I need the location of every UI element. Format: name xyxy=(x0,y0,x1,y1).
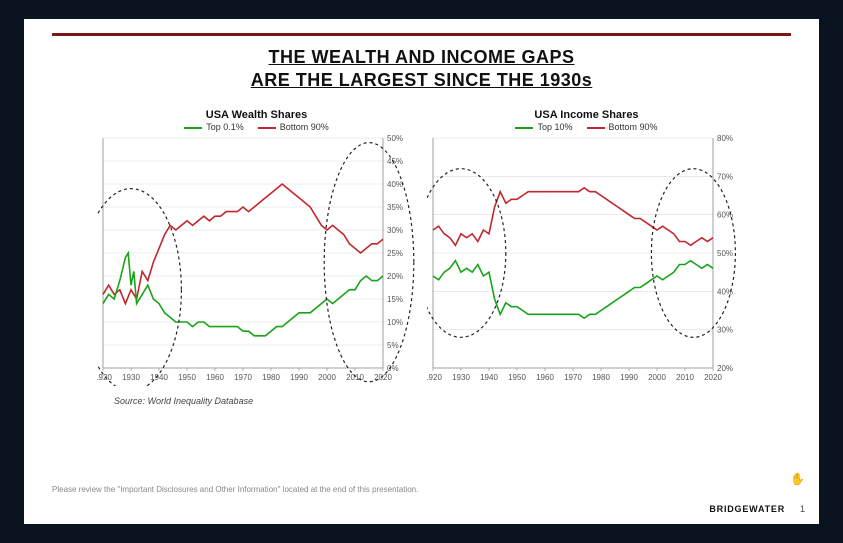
left-chart: USA Wealth Shares Top 0.1% Bottom 90% 0%… xyxy=(97,109,417,386)
legend-item: Bottom 90% xyxy=(258,122,329,132)
svg-text:20%: 20% xyxy=(387,272,403,281)
svg-text:40%: 40% xyxy=(387,180,403,189)
source-text: Source: World Inequality Database xyxy=(114,396,791,406)
legend-swatch xyxy=(515,127,533,129)
svg-text:25%: 25% xyxy=(387,249,403,258)
top-rule xyxy=(52,33,791,36)
title-line-2: ARE THE LARGEST SINCE THE 1930s xyxy=(251,70,593,90)
svg-text:2020: 2020 xyxy=(374,373,392,382)
legend-label: Top 10% xyxy=(537,122,572,132)
disclaimer-text: Please review the "Important Disclosures… xyxy=(52,485,418,494)
svg-text:1990: 1990 xyxy=(620,373,638,382)
charts-row: USA Wealth Shares Top 0.1% Bottom 90% 0%… xyxy=(52,109,791,386)
svg-text:1950: 1950 xyxy=(508,373,526,382)
right-chart-title: USA Income Shares xyxy=(534,109,638,121)
svg-text:20%: 20% xyxy=(717,364,733,373)
svg-text:2000: 2000 xyxy=(318,373,336,382)
svg-text:45%: 45% xyxy=(387,157,403,166)
svg-text:1970: 1970 xyxy=(564,373,582,382)
legend-label: Bottom 90% xyxy=(280,122,329,132)
left-chart-title: USA Wealth Shares xyxy=(206,109,307,121)
svg-text:1990: 1990 xyxy=(290,373,308,382)
brand-text: BRIDGEWATER xyxy=(709,504,785,514)
svg-text:1950: 1950 xyxy=(178,373,196,382)
legend-label: Bottom 90% xyxy=(609,122,658,132)
svg-text:1980: 1980 xyxy=(262,373,280,382)
svg-text:1940: 1940 xyxy=(480,373,498,382)
svg-text:10%: 10% xyxy=(387,318,403,327)
svg-text:50%: 50% xyxy=(387,134,403,143)
legend-item: Bottom 90% xyxy=(587,122,658,132)
svg-text:50%: 50% xyxy=(717,249,733,258)
svg-text:2010: 2010 xyxy=(346,373,364,382)
svg-text:1980: 1980 xyxy=(592,373,610,382)
svg-text:30%: 30% xyxy=(387,226,403,235)
svg-text:5%: 5% xyxy=(387,341,399,350)
right-chart-svg: 20%30%40%50%60%70%80%1920193019401950196… xyxy=(427,134,747,386)
page-title: THE WEALTH AND INCOME GAPS ARE THE LARGE… xyxy=(52,46,791,91)
svg-text:70%: 70% xyxy=(717,172,733,181)
svg-text:30%: 30% xyxy=(717,326,733,335)
svg-text:1970: 1970 xyxy=(234,373,252,382)
right-chart: USA Income Shares Top 10% Bottom 90% 20%… xyxy=(427,109,747,386)
svg-text:1930: 1930 xyxy=(452,373,470,382)
svg-text:0%: 0% xyxy=(387,364,399,373)
slide: THE WEALTH AND INCOME GAPS ARE THE LARGE… xyxy=(24,19,819,524)
title-line-1: THE WEALTH AND INCOME GAPS xyxy=(269,47,575,67)
legend-swatch xyxy=(587,127,605,129)
svg-text:1920: 1920 xyxy=(97,373,112,382)
svg-text:2000: 2000 xyxy=(648,373,666,382)
svg-text:1960: 1960 xyxy=(206,373,224,382)
left-chart-svg: 0% 5% 10% 15% 20% 25% 30% 35% 40% 45% 50% 1920 1930 1… xyxy=(97,134,417,386)
svg-text:2020: 2020 xyxy=(704,373,722,382)
svg-text:80%: 80% xyxy=(717,134,733,143)
legend-swatch xyxy=(184,127,202,129)
hand-icon: ✋ xyxy=(790,472,805,486)
svg-text:35%: 35% xyxy=(387,203,403,212)
right-chart-legend: Top 10% Bottom 90% xyxy=(515,122,657,132)
svg-text:2010: 2010 xyxy=(676,373,694,382)
svg-text:1930: 1930 xyxy=(122,373,140,382)
legend-item: Top 0.1% xyxy=(184,122,244,132)
svg-text:1920: 1920 xyxy=(427,373,442,382)
svg-text:15%: 15% xyxy=(387,295,403,304)
legend-item: Top 10% xyxy=(515,122,572,132)
svg-text:40%: 40% xyxy=(717,287,733,296)
legend-swatch xyxy=(258,127,276,129)
left-chart-legend: Top 0.1% Bottom 90% xyxy=(184,122,329,132)
legend-label: Top 0.1% xyxy=(206,122,244,132)
svg-text:1960: 1960 xyxy=(536,373,554,382)
page-number: 1 xyxy=(800,504,805,514)
